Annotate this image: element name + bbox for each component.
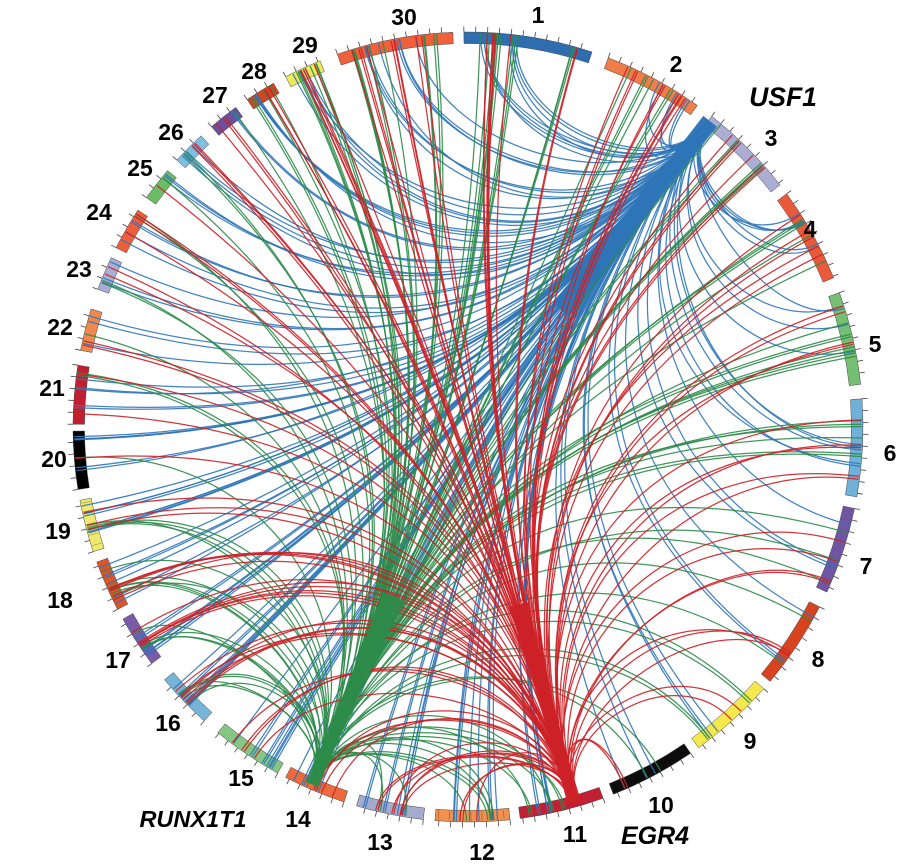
svg-text:15: 15 — [228, 765, 254, 791]
svg-text:13: 13 — [367, 829, 393, 855]
svg-text:20: 20 — [41, 446, 67, 472]
svg-text:28: 28 — [241, 58, 267, 84]
svg-text:30: 30 — [391, 4, 417, 30]
svg-text:10: 10 — [648, 792, 674, 818]
svg-text:1: 1 — [532, 2, 545, 28]
svg-text:27: 27 — [202, 82, 228, 108]
svg-text:4: 4 — [804, 216, 817, 242]
svg-text:21: 21 — [39, 375, 65, 401]
svg-text:2: 2 — [670, 51, 683, 77]
svg-text:USF1: USF1 — [749, 82, 817, 112]
svg-text:24: 24 — [86, 199, 112, 225]
svg-text:6: 6 — [884, 440, 897, 466]
svg-text:3: 3 — [765, 125, 778, 151]
svg-text:5: 5 — [869, 331, 882, 357]
svg-text:29: 29 — [292, 32, 318, 58]
svg-text:11: 11 — [563, 821, 588, 847]
svg-text:12: 12 — [469, 839, 495, 865]
svg-text:16: 16 — [155, 710, 181, 736]
svg-text:18: 18 — [47, 587, 73, 613]
svg-text:8: 8 — [812, 646, 825, 672]
svg-text:17: 17 — [105, 647, 131, 673]
svg-text:EGR4: EGR4 — [621, 822, 689, 850]
svg-text:7: 7 — [860, 553, 873, 579]
svg-text:26: 26 — [158, 119, 184, 145]
svg-text:25: 25 — [127, 155, 153, 181]
svg-text:19: 19 — [45, 518, 71, 544]
svg-text:23: 23 — [66, 256, 92, 282]
svg-text:14: 14 — [285, 806, 311, 832]
svg-text:22: 22 — [47, 314, 73, 340]
svg-text:9: 9 — [744, 728, 757, 754]
svg-text:RUNX1T1: RUNX1T1 — [139, 806, 246, 832]
